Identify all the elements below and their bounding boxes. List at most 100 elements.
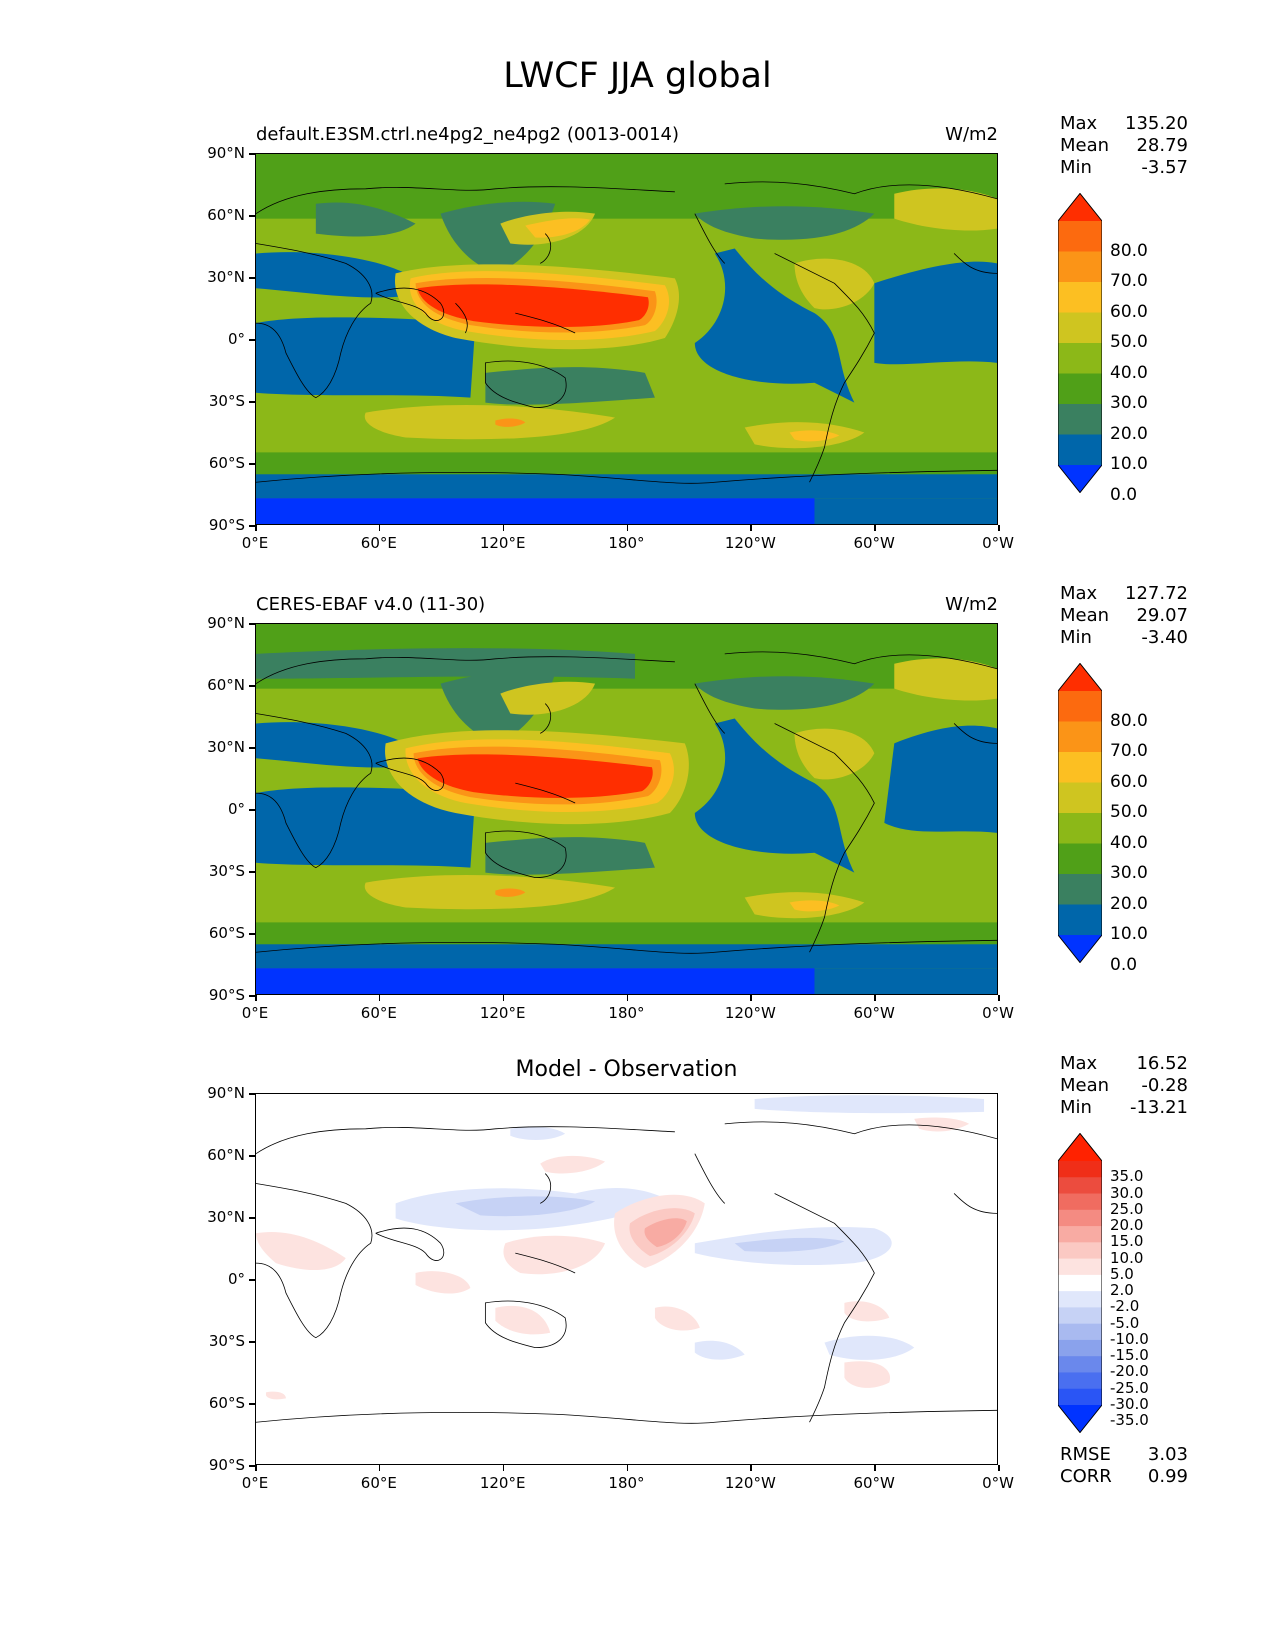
colorbar-tick-label: 40.0 [1110, 362, 1148, 383]
y-tick-label: 90°N [207, 614, 245, 632]
x-tick-label: 120°E [479, 1474, 526, 1492]
colorbar-tick-label: -10.0 [1110, 1329, 1149, 1348]
colorbar-tick-label: 80.0 [1110, 710, 1148, 731]
panel-3-stats: Max 16.52 Mean -0.28 Min -13.21 [1060, 1053, 1188, 1119]
colorbar-tick-label: 30.0 [1110, 1183, 1144, 1202]
x-tick-mark [378, 1465, 381, 1471]
colorbar-tick-label: -5.0 [1110, 1313, 1140, 1332]
x-tick-label: 120°W [724, 1004, 776, 1022]
y-tick-mark [249, 685, 255, 687]
colorbar-segment [1058, 904, 1102, 936]
colorbar-tick-label: -30.0 [1110, 1395, 1149, 1413]
x-tick-label: 120°E [479, 1004, 526, 1022]
colorbar-tick-label: 25.0 [1110, 1199, 1144, 1218]
figure-title: LWCF JJA global [503, 56, 772, 96]
colorbar-segment [1058, 1323, 1102, 1341]
x-tick-label: 0°E [241, 1004, 269, 1022]
x-tick-mark [626, 525, 628, 531]
difference-contour-map [256, 1094, 997, 1464]
colorbar-tick-label: 10.0 [1110, 454, 1148, 474]
y-tick-mark [249, 1093, 255, 1095]
y-tick-label: 0° [227, 330, 245, 348]
colorbar-segment [1058, 282, 1102, 313]
colorbar-extend-min [1058, 935, 1102, 963]
x-tick-label: 60°E [360, 1004, 397, 1022]
colorbar-tick-label: -15.0 [1110, 1346, 1149, 1365]
panel-2-units: W/m2 [945, 594, 998, 615]
y-tick-label: 60°N [207, 206, 245, 224]
colorbar-extend-max [1058, 193, 1102, 221]
metric-corr: CORR 0.99 [1060, 1466, 1188, 1487]
y-tick-mark [249, 1341, 255, 1343]
x-tick-label: 0°E [241, 534, 269, 552]
y-tick-label: 60°S [208, 454, 245, 472]
colorbar-segment [1058, 691, 1102, 722]
stat-mean: Mean 28.79 [1060, 135, 1188, 156]
colorbar-extend-min [1058, 1405, 1102, 1433]
y-tick-mark [249, 623, 255, 625]
panel-2-title: CERES-EBAF v4.0 (11-30) [256, 594, 486, 615]
colorbar-segment [1058, 874, 1102, 905]
y-tick-mark [249, 933, 255, 935]
obs-contour-map [256, 624, 997, 994]
panel-3-colorbar [1058, 1133, 1102, 1433]
x-tick-label: 0°W [982, 1004, 1014, 1022]
y-tick-label: 90°N [207, 1084, 245, 1102]
stat-max: Max 16.52 [1060, 1053, 1188, 1074]
panel-2-map [255, 623, 998, 995]
y-tick-mark [249, 153, 255, 155]
x-tick-mark [255, 1465, 257, 1471]
colorbar-segment [1058, 1372, 1102, 1390]
colorbar-segment [1058, 721, 1102, 753]
x-tick-label: 180° [608, 1004, 645, 1022]
colorbar-tick-label: 0.0 [1110, 954, 1138, 975]
x-tick-label: 60°E [360, 1474, 397, 1492]
colorbar-outline [1058, 663, 1102, 963]
colorbar-extend-max [1058, 1133, 1102, 1161]
y-tick-label: 90°S [208, 986, 245, 1004]
x-tick-mark [626, 1465, 628, 1471]
panel-2-colorbar [1058, 663, 1102, 963]
x-tick-label: 60°E [360, 534, 397, 552]
stat-max: Max 127.72 [1060, 583, 1188, 604]
stat-max: Max 135.20 [1060, 113, 1188, 134]
x-tick-label: 0°E [241, 1474, 269, 1492]
colorbar-tick-label: 60.0 [1110, 771, 1148, 792]
y-tick-mark [249, 871, 255, 873]
x-tick-mark [626, 995, 628, 1001]
x-tick-label: 0°W [982, 534, 1014, 552]
colorbar-tick-label: 5.0 [1110, 1264, 1134, 1283]
x-tick-mark [378, 995, 381, 1001]
colorbar-segment [1058, 1193, 1102, 1211]
colorbar-tick-label: 50.0 [1110, 802, 1148, 822]
colorbar-segment [1058, 221, 1102, 252]
colorbar-segment [1058, 434, 1102, 466]
colorbar-tick-label: 20.0 [1110, 423, 1148, 444]
x-tick-label: 60°W [853, 534, 895, 552]
stat-min: Min -3.57 [1060, 157, 1188, 178]
y-tick-label: 90°S [208, 516, 245, 534]
x-tick-mark [998, 1465, 1000, 1471]
colorbar-segment [1058, 1274, 1102, 1292]
colorbar-tick-label: 15.0 [1110, 1232, 1144, 1251]
y-tick-mark [249, 215, 255, 217]
x-tick-mark [502, 1465, 505, 1471]
panel-1-map [255, 153, 998, 525]
y-tick-label: 30°S [208, 1332, 245, 1350]
stat-min: Min -3.40 [1060, 627, 1188, 648]
colorbar-tick-label: 40.0 [1110, 832, 1148, 853]
x-tick-label: 180° [608, 1474, 645, 1492]
y-tick-mark [249, 339, 255, 341]
y-tick-mark [249, 1279, 255, 1281]
colorbar-segment [1058, 312, 1102, 344]
y-tick-label: 30°N [207, 738, 245, 756]
x-tick-label: 60°W [853, 1004, 895, 1022]
x-tick-mark [502, 995, 505, 1001]
colorbar-tick-label: 10.0 [1110, 1248, 1144, 1267]
colorbar-outline [1058, 1133, 1102, 1433]
x-tick-mark [750, 1465, 752, 1471]
coastlines [256, 1121, 997, 1424]
x-tick-mark [750, 995, 752, 1001]
x-tick-label: 120°E [479, 534, 526, 552]
colorbar-tick-label: 70.0 [1110, 271, 1148, 291]
